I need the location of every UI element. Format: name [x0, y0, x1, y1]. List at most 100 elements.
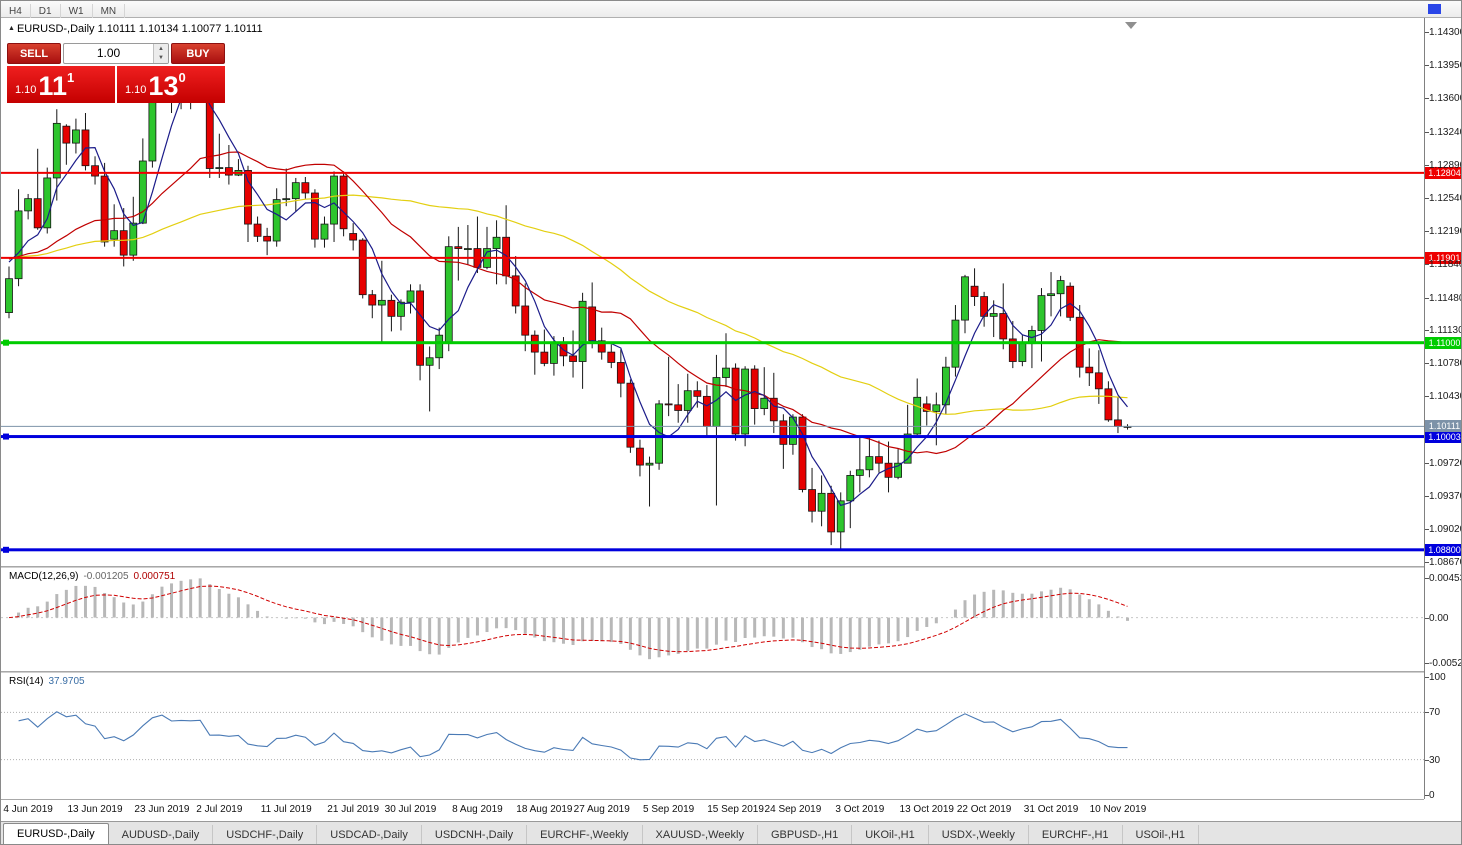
macd-axis-label: 0.00 [1429, 612, 1449, 624]
tab-eurchf-weekly[interactable]: EURCHF-,Weekly [527, 825, 643, 844]
x-axis-date: 15 Sep 2019 [707, 804, 764, 815]
tab-eurusd-daily[interactable]: EURUSD-,Daily [3, 823, 109, 844]
volume-up-button[interactable]: ▲ [154, 44, 168, 54]
chart-mode-indicator[interactable] [1428, 4, 1441, 14]
x-axis-date: 23 Jun 2019 [134, 804, 190, 815]
timeframe-button-h4[interactable]: H4 [1, 4, 31, 20]
price-axis-label: 1.12890 [1429, 159, 1462, 171]
tab-usdcnh-daily[interactable]: USDCNH-,Daily [422, 825, 528, 844]
x-axis-date: 10 Nov 2019 [1089, 804, 1147, 815]
rsi-label: RSI(14) 37.9705 [9, 676, 85, 687]
macd-main-value: -0.001205 [83, 571, 129, 582]
tab-eurchf-h1[interactable]: EURCHF-,H1 [1029, 825, 1123, 844]
axis-tick [1425, 617, 1429, 619]
x-axis-date: 30 Jul 2019 [384, 804, 437, 815]
axis-tick [1425, 197, 1429, 199]
axis-tick [1425, 712, 1429, 714]
price-axis-label: 1.08670 [1429, 557, 1462, 569]
tab-usdchf-daily[interactable]: USDCHF-,Daily [213, 825, 318, 844]
x-axis-date: 4 Jun 2019 [3, 804, 53, 815]
sell-button[interactable]: SELL [7, 43, 61, 64]
axis-tick [1425, 663, 1429, 664]
buy-price-point: 0 [178, 70, 186, 85]
price-axis-label: 1.10430 [1429, 391, 1462, 403]
volume-input[interactable]: 1.00 [96, 46, 121, 60]
buy-button[interactable]: BUY [171, 43, 225, 64]
x-axis-date: 13 Jun 2019 [67, 804, 123, 815]
x-axis-date: 24 Sep 2019 [764, 804, 822, 815]
macd-panel-splitter[interactable] [1, 566, 1461, 568]
price-axis-label: 1.12540 [1429, 192, 1462, 204]
macd-indicator-canvas[interactable] [1, 568, 1424, 671]
price-axis-label: 1.09370 [1429, 491, 1462, 503]
buy-price-prefix: 1.10 [125, 84, 147, 96]
tab-usoil-h1[interactable]: USOil-,H1 [1123, 825, 1200, 844]
tab-gbpusd-h1[interactable]: GBPUSD-,H1 [758, 825, 853, 844]
sell-price-display[interactable]: 1.10 11 1 [7, 66, 115, 103]
time-axis[interactable]: 4 Jun 2019 13 Jun 2019 23 Jun 2019 2 Jul 20… [1, 799, 1424, 821]
x-axis-date: 5 Sep 2019 [643, 804, 695, 815]
level-price-tag: 1.12804 [1425, 166, 1461, 179]
timeframe-toolbar: H4 D1 W1 MN [1, 1, 1461, 20]
collapse-arrow-icon: ▲ [8, 25, 15, 32]
price-axis-label: 1.09720 [1429, 458, 1462, 470]
rsi-value: 37.9705 [48, 676, 85, 687]
volume-down-button[interactable]: ▼ [154, 53, 168, 63]
axis-tick [1425, 396, 1429, 398]
price-chart-canvas[interactable] [1, 18, 1424, 566]
rsi-axis-label: 0 [1429, 789, 1435, 801]
axis-tick [1425, 330, 1429, 332]
price-axis-label: 1.13950 [1429, 59, 1462, 71]
price-axis-label: 1.14300 [1429, 27, 1462, 39]
price-axis-label: 1.11130 [1429, 325, 1462, 337]
price-axis-label: 1.12190 [1429, 225, 1462, 237]
tab-audusd-daily[interactable]: AUDUSD-,Daily [109, 825, 214, 844]
axis-tick [1425, 230, 1429, 232]
x-axis-date: 27 Aug 2019 [573, 804, 630, 815]
axis-tick [1425, 759, 1429, 761]
rsi-indicator-canvas[interactable] [1, 673, 1424, 799]
rsi-panel-splitter[interactable] [1, 671, 1461, 673]
price-axis-label: 1.09020 [1429, 524, 1462, 536]
axis-tick [1425, 131, 1429, 133]
level-price-tag: 1.08800 [1425, 543, 1461, 556]
level-price-tag: 1.11901 [1425, 251, 1461, 264]
price-axis-label: 1.11840 [1429, 258, 1462, 270]
axis-tick [1425, 562, 1429, 564]
axis-tick [1425, 463, 1429, 465]
x-axis-date: 18 Aug 2019 [516, 804, 573, 815]
buy-price-display[interactable]: 1.10 13 0 [117, 66, 225, 103]
axis-tick [1425, 577, 1429, 579]
tab-usdx-weekly[interactable]: USDX-,Weekly [929, 825, 1029, 844]
rsi-axis-label: 100 [1429, 672, 1446, 683]
chart-tab-bar: EURUSD-,Daily AUDUSD-,Daily USDCHF-,Daily U… [1, 821, 1461, 844]
level-price-tag: 1.10003 [1425, 430, 1461, 443]
macd-axis-label: -0.005205 [1429, 658, 1461, 669]
sell-price-prefix: 1.10 [15, 84, 37, 96]
price-axis[interactable]: 1.12804 1.11901 1.11000 1.10003 1.08800 1.143… [1424, 18, 1462, 801]
x-axis-date: 22 Oct 2019 [956, 804, 1012, 815]
timeframe-button-d1[interactable]: D1 [31, 4, 61, 20]
axis-tick [1425, 263, 1429, 265]
tab-usdcad-daily[interactable]: USDCAD-,Daily [317, 825, 422, 844]
timeframe-button-w1[interactable]: W1 [61, 4, 93, 20]
volume-stepper: 1.00 ▲ ▼ [63, 43, 169, 64]
tab-xauusd-weekly[interactable]: XAUUSD-,Weekly [643, 825, 758, 844]
axis-tick [1425, 164, 1429, 166]
price-axis-label: 1.13600 [1429, 92, 1462, 104]
axis-tick [1425, 794, 1429, 796]
axis-tick [1425, 297, 1429, 299]
chart-ohlc-values: 1.10111 1.10134 1.10077 1.10111 [97, 23, 263, 35]
rsi-axis-label: 30 [1429, 754, 1441, 766]
macd-label: MACD(12,26,9) -0.001205 0.000751 [9, 571, 176, 582]
timeframe-button-mn[interactable]: MN [93, 4, 126, 20]
x-axis-date: 8 Aug 2019 [452, 804, 503, 815]
level-price-tag: 1.11000 [1425, 336, 1461, 349]
x-axis-date: 11 Jul 2019 [260, 804, 312, 815]
bid-price-tag: 1.10111 [1425, 420, 1461, 433]
x-axis-date: 3 Oct 2019 [835, 804, 885, 815]
price-axis-label: 1.11480 [1429, 292, 1462, 304]
axis-tick [1425, 64, 1429, 66]
tab-ukoil-h1[interactable]: UKOil-,H1 [852, 825, 929, 844]
